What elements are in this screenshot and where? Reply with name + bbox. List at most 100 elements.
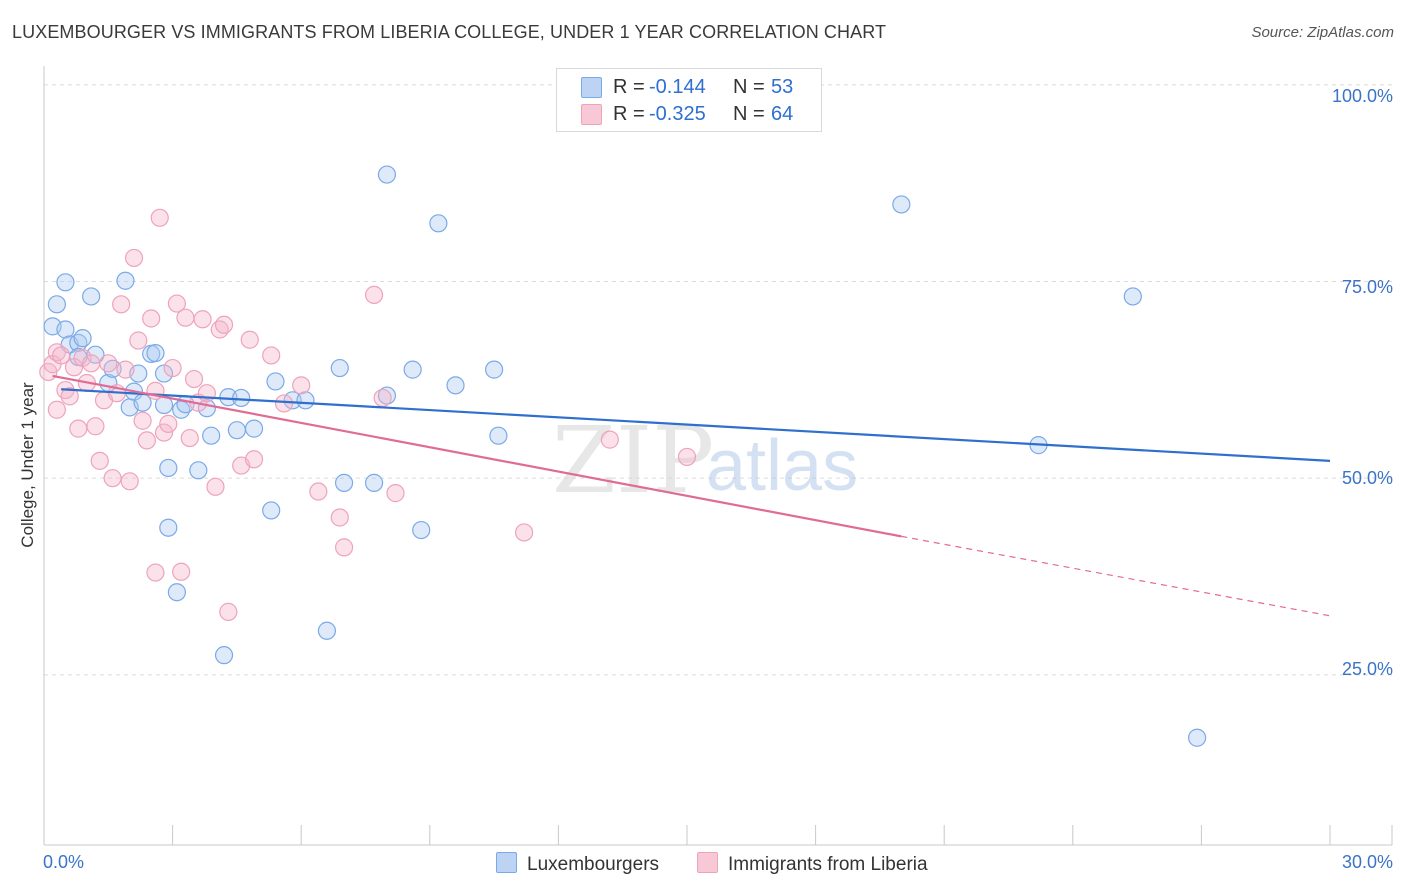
liberia-point: [515, 523, 534, 542]
axes: [43, 66, 1393, 846]
correlation-legend: R = -0.144 N = 53 R = -0.325 N = 64: [556, 68, 822, 132]
luxembourger-point: [116, 271, 135, 290]
luxembourger-point: [227, 421, 246, 440]
luxembourger-point: [446, 376, 465, 395]
luxembourger-point: [262, 501, 281, 520]
luxembourger-point: [330, 358, 349, 378]
liberia-point: [133, 411, 152, 430]
bottom-legend-label-liberia: Immigrants from Liberia: [728, 854, 928, 875]
liberia-point: [330, 508, 349, 527]
y-tick-label-25: 25.0%: [1341, 659, 1393, 679]
luxembourger-trend-line: [61, 388, 1331, 462]
luxembourger-point: [56, 273, 75, 292]
liberia-point: [677, 447, 697, 467]
luxembourger-point: [159, 458, 178, 478]
luxembourger-point: [82, 287, 101, 306]
luxembourger-point: [485, 360, 504, 379]
gridlines: [44, 84, 1392, 676]
liberia-point: [244, 450, 264, 469]
liberia-point: [197, 384, 216, 403]
liberia-point: [150, 208, 169, 227]
x-tick-label-max: 30.0%: [1341, 852, 1393, 872]
liberia-point: [137, 431, 156, 450]
legend-n-value: 64: [771, 103, 794, 125]
liberia-point: [184, 369, 204, 389]
luxembourger-point: [244, 419, 264, 438]
legend-swatch-luxembourgers: [581, 77, 602, 98]
liberia-point: [47, 400, 66, 419]
luxembourger-point: [296, 391, 315, 410]
luxembourger-point: [489, 426, 508, 445]
legend-n-label: N =: [733, 76, 765, 98]
watermark-atlas: atlas: [706, 426, 858, 506]
liberia-point: [69, 419, 88, 438]
liberia-point: [124, 248, 144, 268]
y-tick-label-75: 75.0%: [1341, 277, 1393, 297]
luxembourger-point: [189, 461, 208, 480]
luxembourger-point: [214, 646, 234, 665]
luxembourger-point: [1123, 287, 1142, 306]
liberia-point: [386, 484, 405, 503]
luxembourger-point: [56, 320, 75, 339]
legend-swatch-liberia: [581, 104, 602, 125]
liberia-point: [112, 295, 131, 314]
liberia-point: [176, 308, 195, 327]
liberia-point: [120, 472, 139, 491]
liberia-point: [172, 562, 191, 581]
liberia-point: [292, 376, 311, 395]
legend-n-value: 53: [771, 76, 794, 98]
luxembourger-point: [334, 473, 354, 492]
liberia-point: [116, 360, 135, 379]
y-axis-label: College, Under 1 year: [18, 382, 37, 548]
chart-title: LUXEMBOURGER VS IMMIGRANTS FROM LIBERIA …: [12, 22, 887, 42]
liberia-point: [129, 331, 148, 350]
luxembourger-point: [317, 621, 337, 640]
liberia-point: [103, 469, 122, 488]
liberia-point: [60, 387, 79, 406]
liberia-point: [142, 309, 161, 328]
y-tick-label-100: 100.0%: [1331, 86, 1393, 106]
legend-n-label: N =: [733, 103, 765, 125]
luxembourger-point: [146, 343, 165, 363]
liberia-point: [180, 428, 199, 448]
liberia-point: [274, 394, 294, 413]
legend-r-value: -0.325: [649, 103, 706, 125]
y-tick-label-50: 50.0%: [1341, 468, 1393, 488]
luxembourger-point: [377, 165, 397, 184]
source-label: Source: ZipAtlas.com: [1251, 24, 1394, 41]
liberia-point: [600, 430, 619, 449]
liberia-point: [159, 414, 178, 433]
bottom-legend-swatch-liberia: [697, 852, 718, 873]
liberia-point: [219, 602, 238, 621]
liberia-point: [262, 346, 281, 365]
luxembourger-point: [364, 473, 384, 492]
liberia-point: [364, 285, 384, 304]
luxembourger-point: [892, 195, 911, 214]
luxembourger-point: [159, 518, 178, 537]
series-liberia-points: [39, 208, 697, 621]
luxembourger-point: [412, 520, 431, 540]
liberia-point: [309, 482, 328, 501]
luxembourger-point: [47, 295, 66, 314]
legend-r-label: R =: [613, 103, 645, 125]
bottom-legend-swatch-luxembourgers: [496, 852, 517, 873]
bottom-legend-label-luxembourgers: Luxembourgers: [527, 854, 660, 875]
liberia-trend-line-extension: [901, 535, 1331, 617]
luxembourger-point: [1188, 728, 1207, 747]
trend-lines: [52, 374, 1331, 617]
liberia-point: [52, 346, 71, 365]
legend-r-label: R =: [613, 76, 645, 98]
liberia-point: [193, 310, 212, 329]
liberia-point: [373, 388, 392, 408]
liberia-point: [146, 563, 165, 582]
luxembourger-point: [266, 372, 285, 391]
liberia-point: [167, 294, 186, 313]
liberia-point: [240, 330, 259, 349]
liberia-point: [154, 423, 174, 442]
liberia-point: [206, 477, 225, 496]
bottom-legend-luxembourgers: Luxembourgers: [496, 852, 659, 876]
liberia-point: [82, 354, 101, 373]
liberia-point: [334, 538, 354, 557]
